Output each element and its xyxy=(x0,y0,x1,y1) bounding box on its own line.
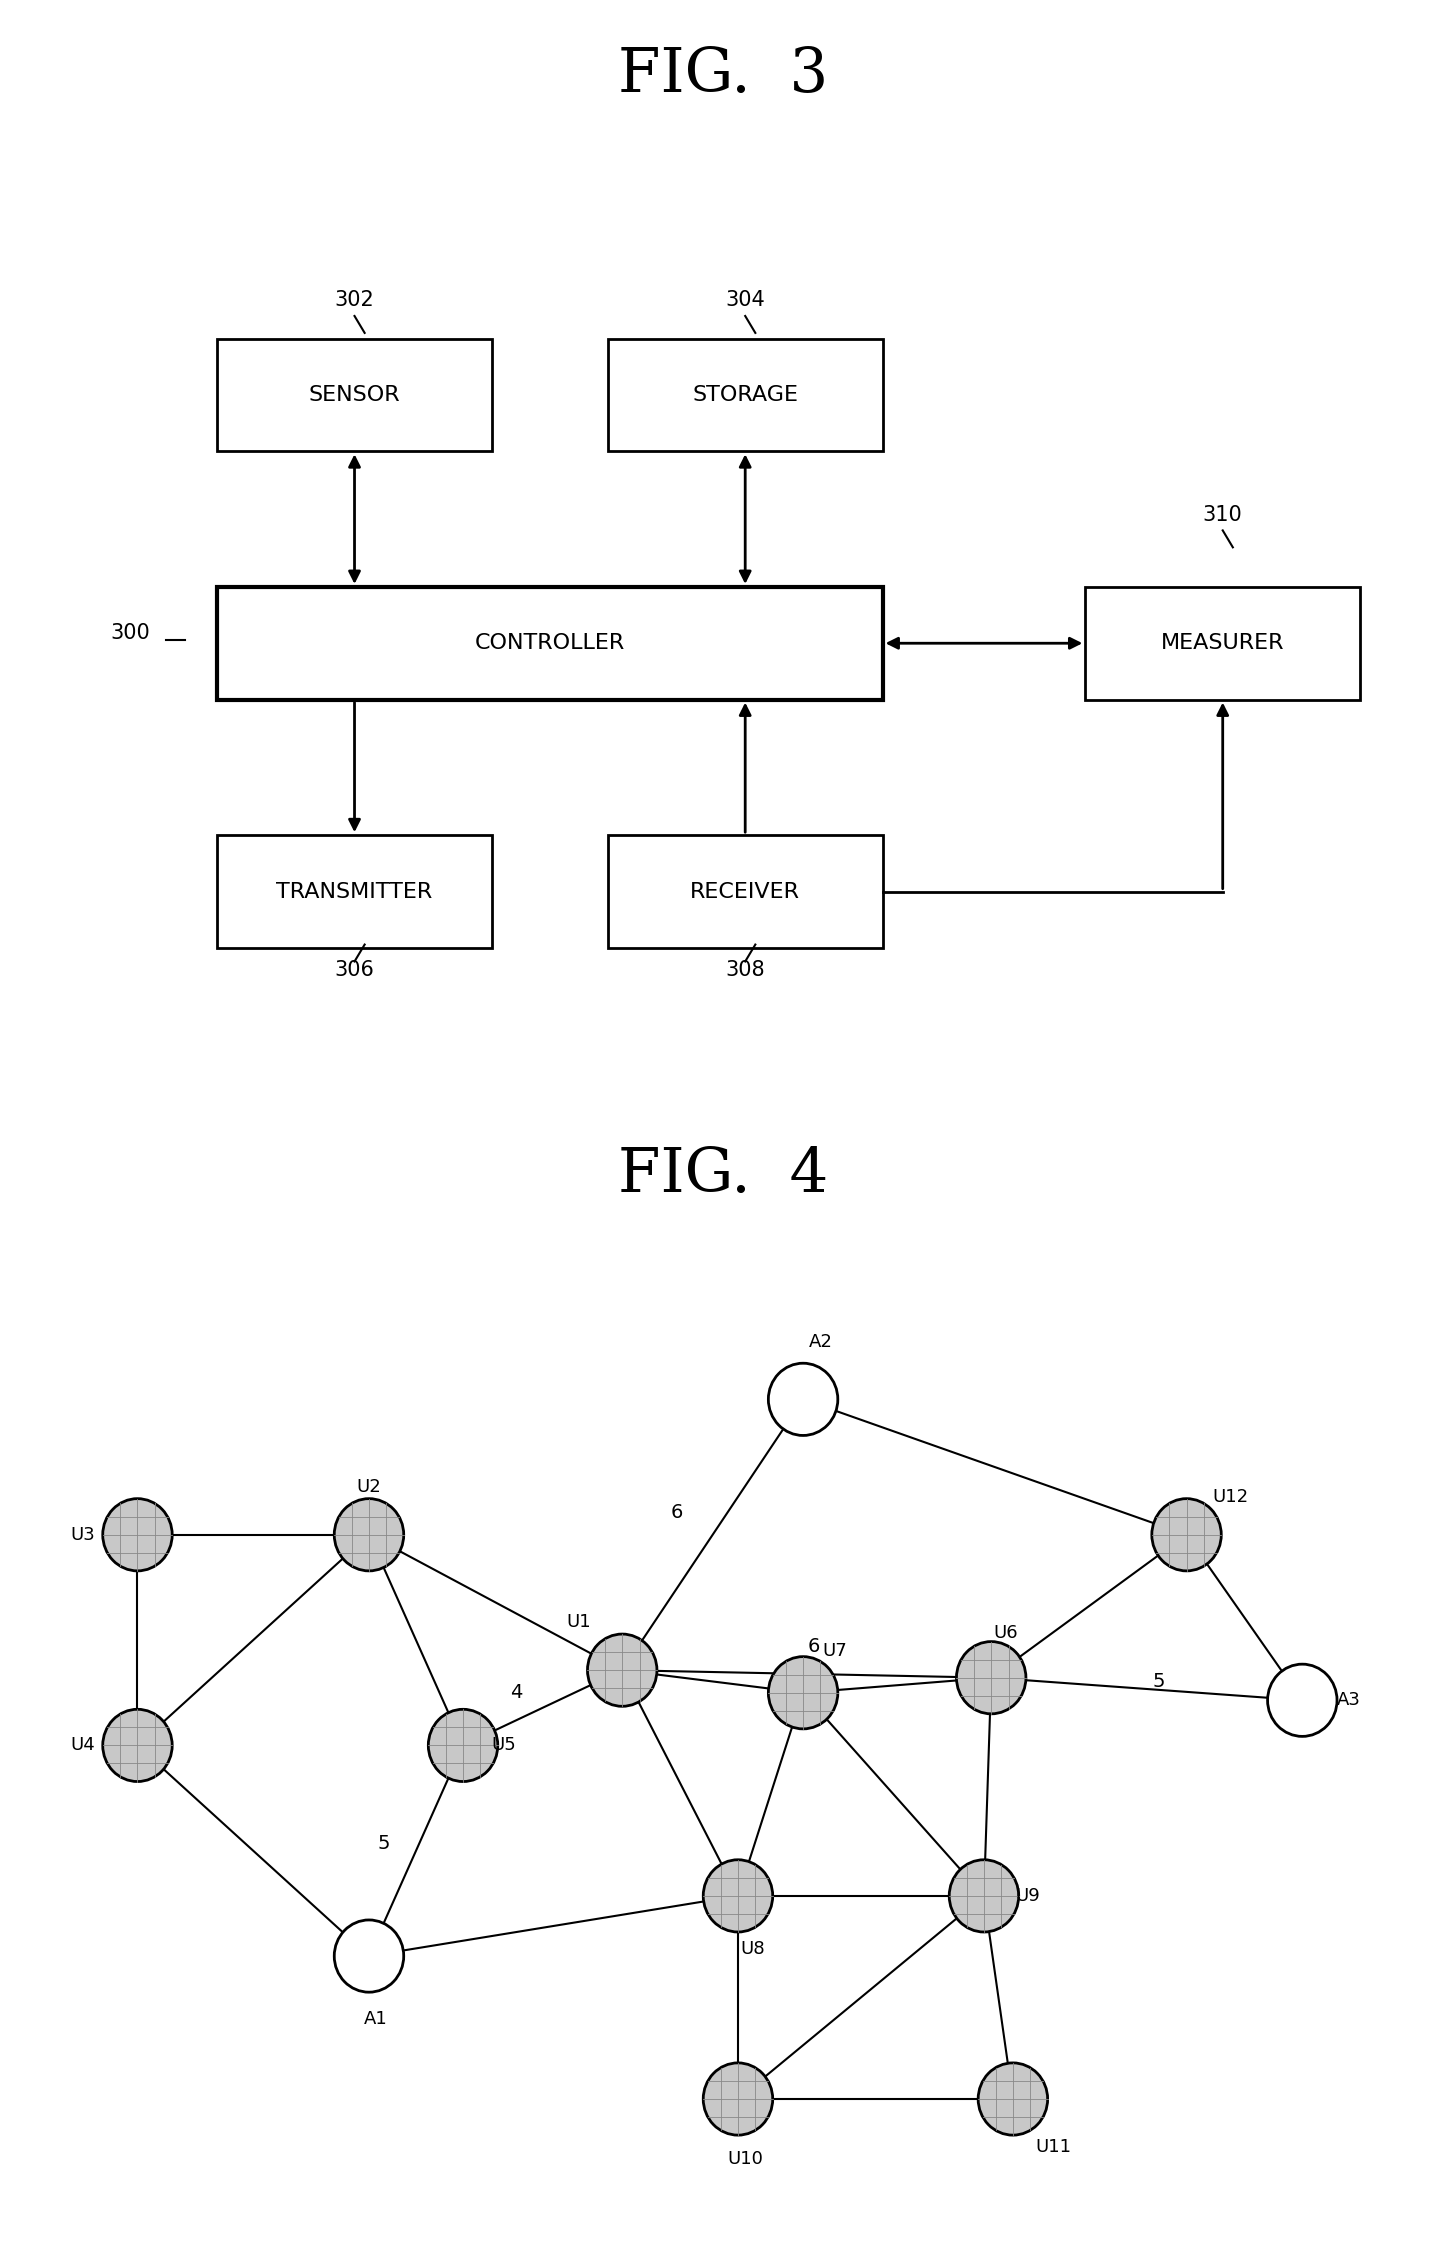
Text: U5: U5 xyxy=(491,1736,517,1754)
Text: U2: U2 xyxy=(356,1478,382,1496)
Text: 6: 6 xyxy=(807,1636,820,1657)
Text: U9: U9 xyxy=(1014,1887,1040,1905)
Text: U4: U4 xyxy=(69,1736,96,1754)
Text: U7: U7 xyxy=(822,1641,848,1659)
Text: 5: 5 xyxy=(378,1833,391,1853)
Text: 5: 5 xyxy=(1152,1672,1165,1690)
Text: U10: U10 xyxy=(728,2151,763,2169)
Text: 6: 6 xyxy=(670,1503,683,1521)
Circle shape xyxy=(103,1499,172,1571)
Circle shape xyxy=(1152,1499,1221,1571)
Circle shape xyxy=(949,1860,1019,1932)
Text: U1: U1 xyxy=(566,1614,592,1632)
Text: FIG.  3: FIG. 3 xyxy=(618,45,829,106)
Bar xyxy=(217,587,883,700)
Circle shape xyxy=(334,1499,404,1571)
Text: CONTROLLER: CONTROLLER xyxy=(475,634,625,652)
Text: 310: 310 xyxy=(1202,506,1243,526)
Circle shape xyxy=(1268,1663,1337,1736)
Bar xyxy=(1085,587,1360,700)
Text: 302: 302 xyxy=(334,291,375,311)
Circle shape xyxy=(978,2063,1048,2135)
Text: TRANSMITTER: TRANSMITTER xyxy=(276,882,433,901)
Bar xyxy=(608,339,883,451)
Bar xyxy=(608,835,883,948)
Text: U12: U12 xyxy=(1213,1487,1247,1505)
Text: RECEIVER: RECEIVER xyxy=(690,882,800,901)
Text: 306: 306 xyxy=(334,959,375,980)
Circle shape xyxy=(768,1657,838,1729)
Text: U8: U8 xyxy=(739,1939,765,1957)
Text: U6: U6 xyxy=(993,1623,1019,1641)
Bar xyxy=(217,835,492,948)
Circle shape xyxy=(768,1363,838,1435)
Text: 300: 300 xyxy=(110,623,150,643)
Circle shape xyxy=(956,1641,1026,1713)
Text: STORAGE: STORAGE xyxy=(692,386,799,404)
Text: A3: A3 xyxy=(1337,1690,1360,1709)
Text: U11: U11 xyxy=(1036,2137,1071,2155)
Text: FIG.  4: FIG. 4 xyxy=(618,1147,829,1205)
Text: 304: 304 xyxy=(725,291,765,311)
Circle shape xyxy=(334,1921,404,1993)
Text: 308: 308 xyxy=(725,959,765,980)
Circle shape xyxy=(703,2063,773,2135)
Text: MEASURER: MEASURER xyxy=(1160,634,1285,652)
Circle shape xyxy=(103,1709,172,1781)
Bar xyxy=(217,339,492,451)
Text: A2: A2 xyxy=(809,1334,832,1352)
Text: SENSOR: SENSOR xyxy=(308,386,401,404)
Circle shape xyxy=(587,1634,657,1706)
Text: U3: U3 xyxy=(69,1526,96,1544)
Circle shape xyxy=(703,1860,773,1932)
Text: A1: A1 xyxy=(365,2011,388,2029)
Text: 4: 4 xyxy=(511,1684,522,1702)
Circle shape xyxy=(428,1709,498,1781)
